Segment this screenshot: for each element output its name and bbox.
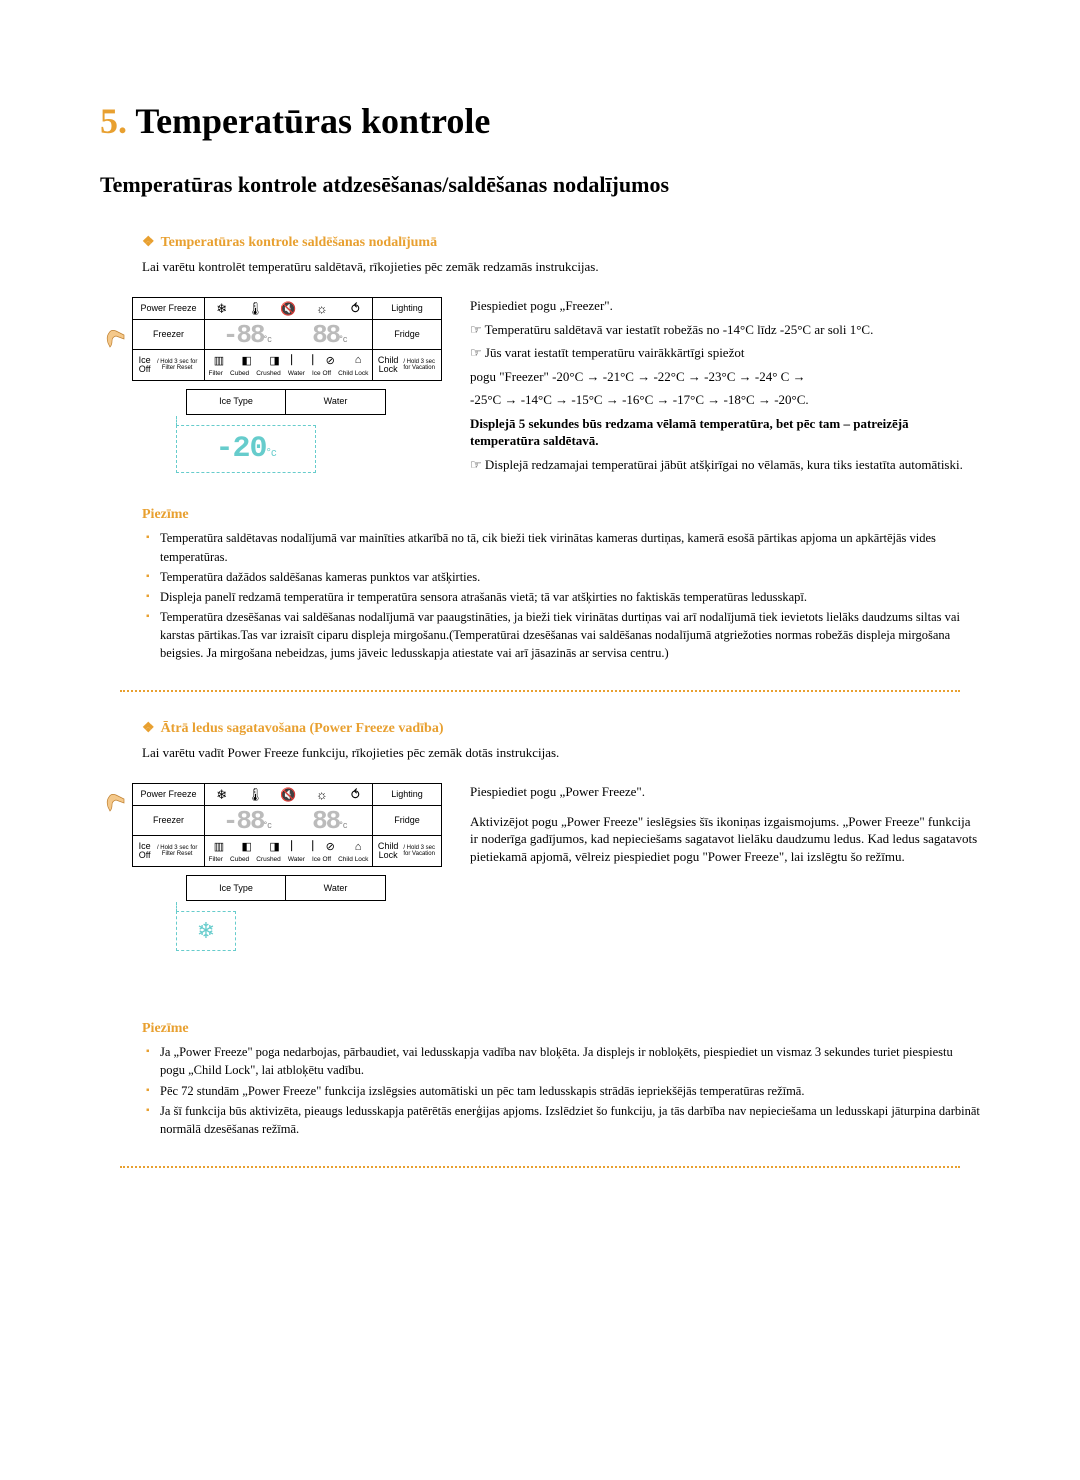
btn-child-lock-2: Child Lock/ Hold 3 sec for Vacation	[373, 836, 441, 866]
p1: Piespiediet pogu „Power Freeze".	[470, 783, 980, 801]
iceoff-icon: ⊘	[316, 840, 344, 853]
btn-fridge-2: Fridge	[373, 806, 441, 835]
sun-icon: ☼	[305, 787, 338, 802]
note: Temperatūra saldētavas nodalījumā var ma…	[160, 529, 980, 565]
control-panel-diagram-2: Power Freeze ❄ 🌡 🔇 ☼ ⥀ Lighting Freezer	[120, 783, 450, 951]
filter-icon: ▥	[205, 354, 233, 367]
btn-freezer: Freezer	[133, 320, 205, 349]
piezime-label-1: Piezīme	[142, 507, 980, 523]
water-icon: ⎸⎹	[288, 354, 316, 367]
text-col-2: Piespiediet pogu „Power Freeze". Aktiviz…	[450, 783, 980, 951]
section-title: Temperatūras kontrole atdzesēšanas/saldē…	[100, 172, 980, 198]
cubed-icon: ◧	[233, 354, 261, 367]
p1: Piespiediet pogu „Freezer".	[470, 297, 980, 315]
snow-callout: ❄	[176, 911, 236, 951]
two-col-1: Power Freeze ❄ 🌡 🔇 ☼ ⥀ Lighting Freezer	[120, 297, 980, 479]
note: Displeja panelī redzamā temperatūra ir t…	[160, 588, 980, 606]
page: 5. Temperatūras kontrole Temperatūras ko…	[0, 0, 1080, 1256]
btn-child-lock: Child Lock/ Hold 3 sec for Vacation	[373, 350, 441, 380]
intro-2: Lai varētu vadīt Power Freeze funkciju, …	[142, 745, 980, 761]
note: Temperatūra dzesēšanas vai saldēšanas no…	[160, 608, 980, 662]
btn-ice-type-2: Ice Type	[187, 876, 286, 900]
dotted-separator	[120, 690, 960, 692]
notes-1: Temperatūra saldētavas nodalījumā var ma…	[142, 529, 980, 662]
thermometer-icon: 🌡	[238, 787, 271, 803]
diamond-icon: ❖	[142, 235, 155, 250]
leaf-icon: ⥀	[339, 787, 372, 803]
control-panel-2-bottom: Ice Type Water	[186, 875, 386, 901]
temp-callout: -20°c	[176, 425, 316, 473]
btn-lighting-2: Lighting	[373, 784, 441, 805]
crushed-icon: ◨	[261, 354, 289, 367]
crushed-icon: ◨	[261, 840, 289, 853]
note: Ja „Power Freeze" poga nedarbojas, pārba…	[160, 1043, 980, 1079]
snowflake-icon: ❄	[205, 301, 238, 317]
icon-row-bottom: ▥ ◧ ◨ ⎸⎹ ⊘ ⌂	[205, 351, 372, 370]
note: Pēc 72 stundām „Power Freeze" funkcija i…	[160, 1082, 980, 1100]
lock-icon: ⌂	[344, 841, 372, 853]
seg-display-left: -88	[223, 322, 264, 348]
btn-ice-type: Ice Type	[187, 390, 286, 414]
panel-col-1: Power Freeze ❄ 🌡 🔇 ☼ ⥀ Lighting Freezer	[120, 297, 450, 479]
bold: Displejā 5 sekundes būs redzama vēlamā t…	[470, 415, 980, 450]
notes-2: Ja „Power Freeze" poga nedarbojas, pārba…	[142, 1043, 980, 1138]
p2: Aktivizējot pogu „Power Freeze" ieslēgsi…	[470, 813, 980, 866]
control-panel-1: Power Freeze ❄ 🌡 🔇 ☼ ⥀ Lighting Freezer	[132, 297, 442, 381]
sub-heading-1: ❖Temperatūras kontrole saldēšanas nodalī…	[142, 234, 980, 251]
sound-icon: 🔇	[272, 787, 305, 803]
btn-power-freeze-2: Power Freeze	[133, 784, 205, 805]
control-panel-1-bottom: Ice Type Water	[186, 389, 386, 415]
snowflake-icon: ❄	[205, 787, 238, 803]
chapter-title: 5. Temperatūras kontrole	[100, 100, 980, 142]
pointing-hand-icon	[106, 323, 126, 351]
seq1: pogu "Freezer" -20°C → -21°C → -22°C → -…	[470, 368, 980, 386]
sun-icon: ☼	[305, 301, 338, 316]
btn-ice-off-2: Ice Off/ Hold 3 sec for Filter Reset	[133, 836, 205, 866]
icon-labels: Filter Cubed Crushed Water Ice Off Child…	[205, 370, 372, 380]
b1: ☞ Temperatūru saldētavā var iestatīt rob…	[470, 321, 980, 339]
btn-fridge: Fridge	[373, 320, 441, 349]
filter-icon: ▥	[205, 840, 233, 853]
intro-1: Lai varētu kontrolēt temperatūru saldēta…	[142, 259, 980, 275]
btn-freezer-2: Freezer	[133, 806, 205, 835]
leaf-icon: ⥀	[339, 301, 372, 317]
chapter-number: 5.	[100, 101, 127, 141]
seg-display-right: 88	[312, 322, 339, 348]
btn-water-2: Water	[286, 876, 385, 900]
icon-row-top-2: ❄ 🌡 🔇 ☼ ⥀	[205, 784, 372, 806]
btn-water: Water	[286, 390, 385, 414]
note: Temperatūra dažādos saldēšanas kameras p…	[160, 568, 980, 586]
piezime-label-2: Piezīme	[142, 1021, 980, 1037]
cubed-icon: ◧	[233, 840, 261, 853]
iceoff-icon: ⊘	[316, 354, 344, 367]
b2: ☞ Jūs varat iestatīt temperatūru vairākk…	[470, 344, 980, 362]
chapter-title-text: Temperatūras kontrole	[135, 101, 490, 141]
btn-ice-off: Ice Off/ Hold 3 sec for Filter Reset	[133, 350, 205, 380]
two-col-2: Power Freeze ❄ 🌡 🔇 ☼ ⥀ Lighting Freezer	[120, 783, 980, 951]
panel-col-2: Power Freeze ❄ 🌡 🔇 ☼ ⥀ Lighting Freezer	[120, 783, 450, 951]
thermometer-icon: 🌡	[238, 301, 271, 317]
btn-power-freeze: Power Freeze	[133, 298, 205, 319]
b3: ☞ Displejā redzamajai temperatūrai jābūt…	[470, 456, 980, 474]
control-panel-diagram-1: Power Freeze ❄ 🌡 🔇 ☼ ⥀ Lighting Freezer	[120, 297, 450, 473]
seq2: -25°C → -14°C → -15°C → -16°C → -17°C → …	[470, 391, 980, 409]
control-panel-2: Power Freeze ❄ 🌡 🔇 ☼ ⥀ Lighting Freezer	[132, 783, 442, 867]
diamond-icon: ❖	[142, 721, 155, 736]
note: Ja šī funkcija būs aktivizēta, pieaugs l…	[160, 1102, 980, 1138]
icon-row-bottom-2: ▥ ◧ ◨ ⎸⎹ ⊘ ⌂	[205, 837, 372, 856]
icon-row-top: ❄ 🌡 🔇 ☼ ⥀	[205, 298, 372, 320]
text-col-1: Piespiediet pogu „Freezer". ☞ Temperatūr…	[450, 297, 980, 479]
sound-icon: 🔇	[272, 301, 305, 317]
lock-icon: ⌂	[344, 354, 372, 366]
snowflake-icon: ❄	[197, 918, 215, 943]
water-icon: ⎸⎹	[288, 840, 316, 853]
sub-heading-2: ❖Ātrā ledus sagatavošana (Power Freeze v…	[142, 720, 980, 737]
pointing-hand-icon	[106, 787, 126, 815]
btn-lighting: Lighting	[373, 298, 441, 319]
dotted-separator	[120, 1166, 960, 1168]
